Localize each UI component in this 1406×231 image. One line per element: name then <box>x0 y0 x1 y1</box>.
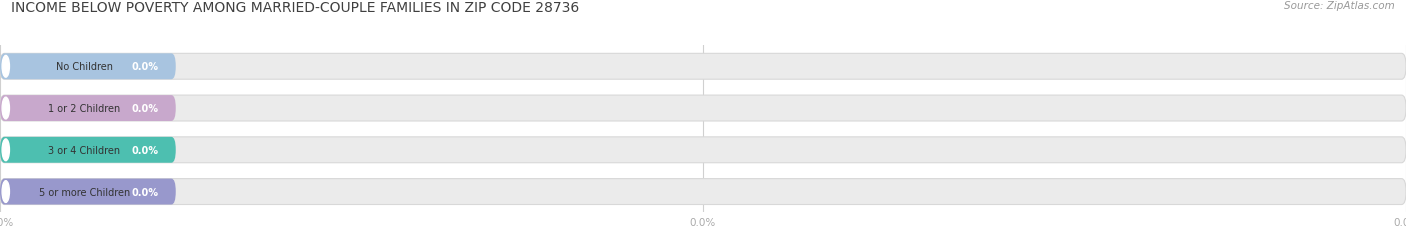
Text: 0.0%: 0.0% <box>0 217 13 227</box>
FancyBboxPatch shape <box>0 96 1406 122</box>
Text: 5 or more Children: 5 or more Children <box>39 187 129 197</box>
Text: 0.0%: 0.0% <box>131 187 159 197</box>
Circle shape <box>3 181 10 203</box>
Circle shape <box>3 98 10 119</box>
Text: 1 or 2 Children: 1 or 2 Children <box>48 103 121 114</box>
Circle shape <box>3 139 10 161</box>
FancyBboxPatch shape <box>0 137 176 163</box>
Circle shape <box>3 56 10 78</box>
FancyBboxPatch shape <box>0 96 176 122</box>
Text: No Children: No Children <box>56 62 112 72</box>
FancyBboxPatch shape <box>0 137 1406 163</box>
FancyBboxPatch shape <box>0 54 1406 80</box>
Text: INCOME BELOW POVERTY AMONG MARRIED-COUPLE FAMILIES IN ZIP CODE 28736: INCOME BELOW POVERTY AMONG MARRIED-COUPL… <box>11 1 579 15</box>
Text: 0.0%: 0.0% <box>690 217 716 227</box>
FancyBboxPatch shape <box>0 179 1406 205</box>
FancyBboxPatch shape <box>0 179 176 205</box>
Text: 0.0%: 0.0% <box>131 103 159 114</box>
Text: 0.0%: 0.0% <box>131 62 159 72</box>
FancyBboxPatch shape <box>0 54 176 80</box>
Text: 0.0%: 0.0% <box>131 145 159 155</box>
Text: 0.0%: 0.0% <box>1393 217 1406 227</box>
Text: 3 or 4 Children: 3 or 4 Children <box>48 145 121 155</box>
Text: Source: ZipAtlas.com: Source: ZipAtlas.com <box>1284 1 1395 11</box>
